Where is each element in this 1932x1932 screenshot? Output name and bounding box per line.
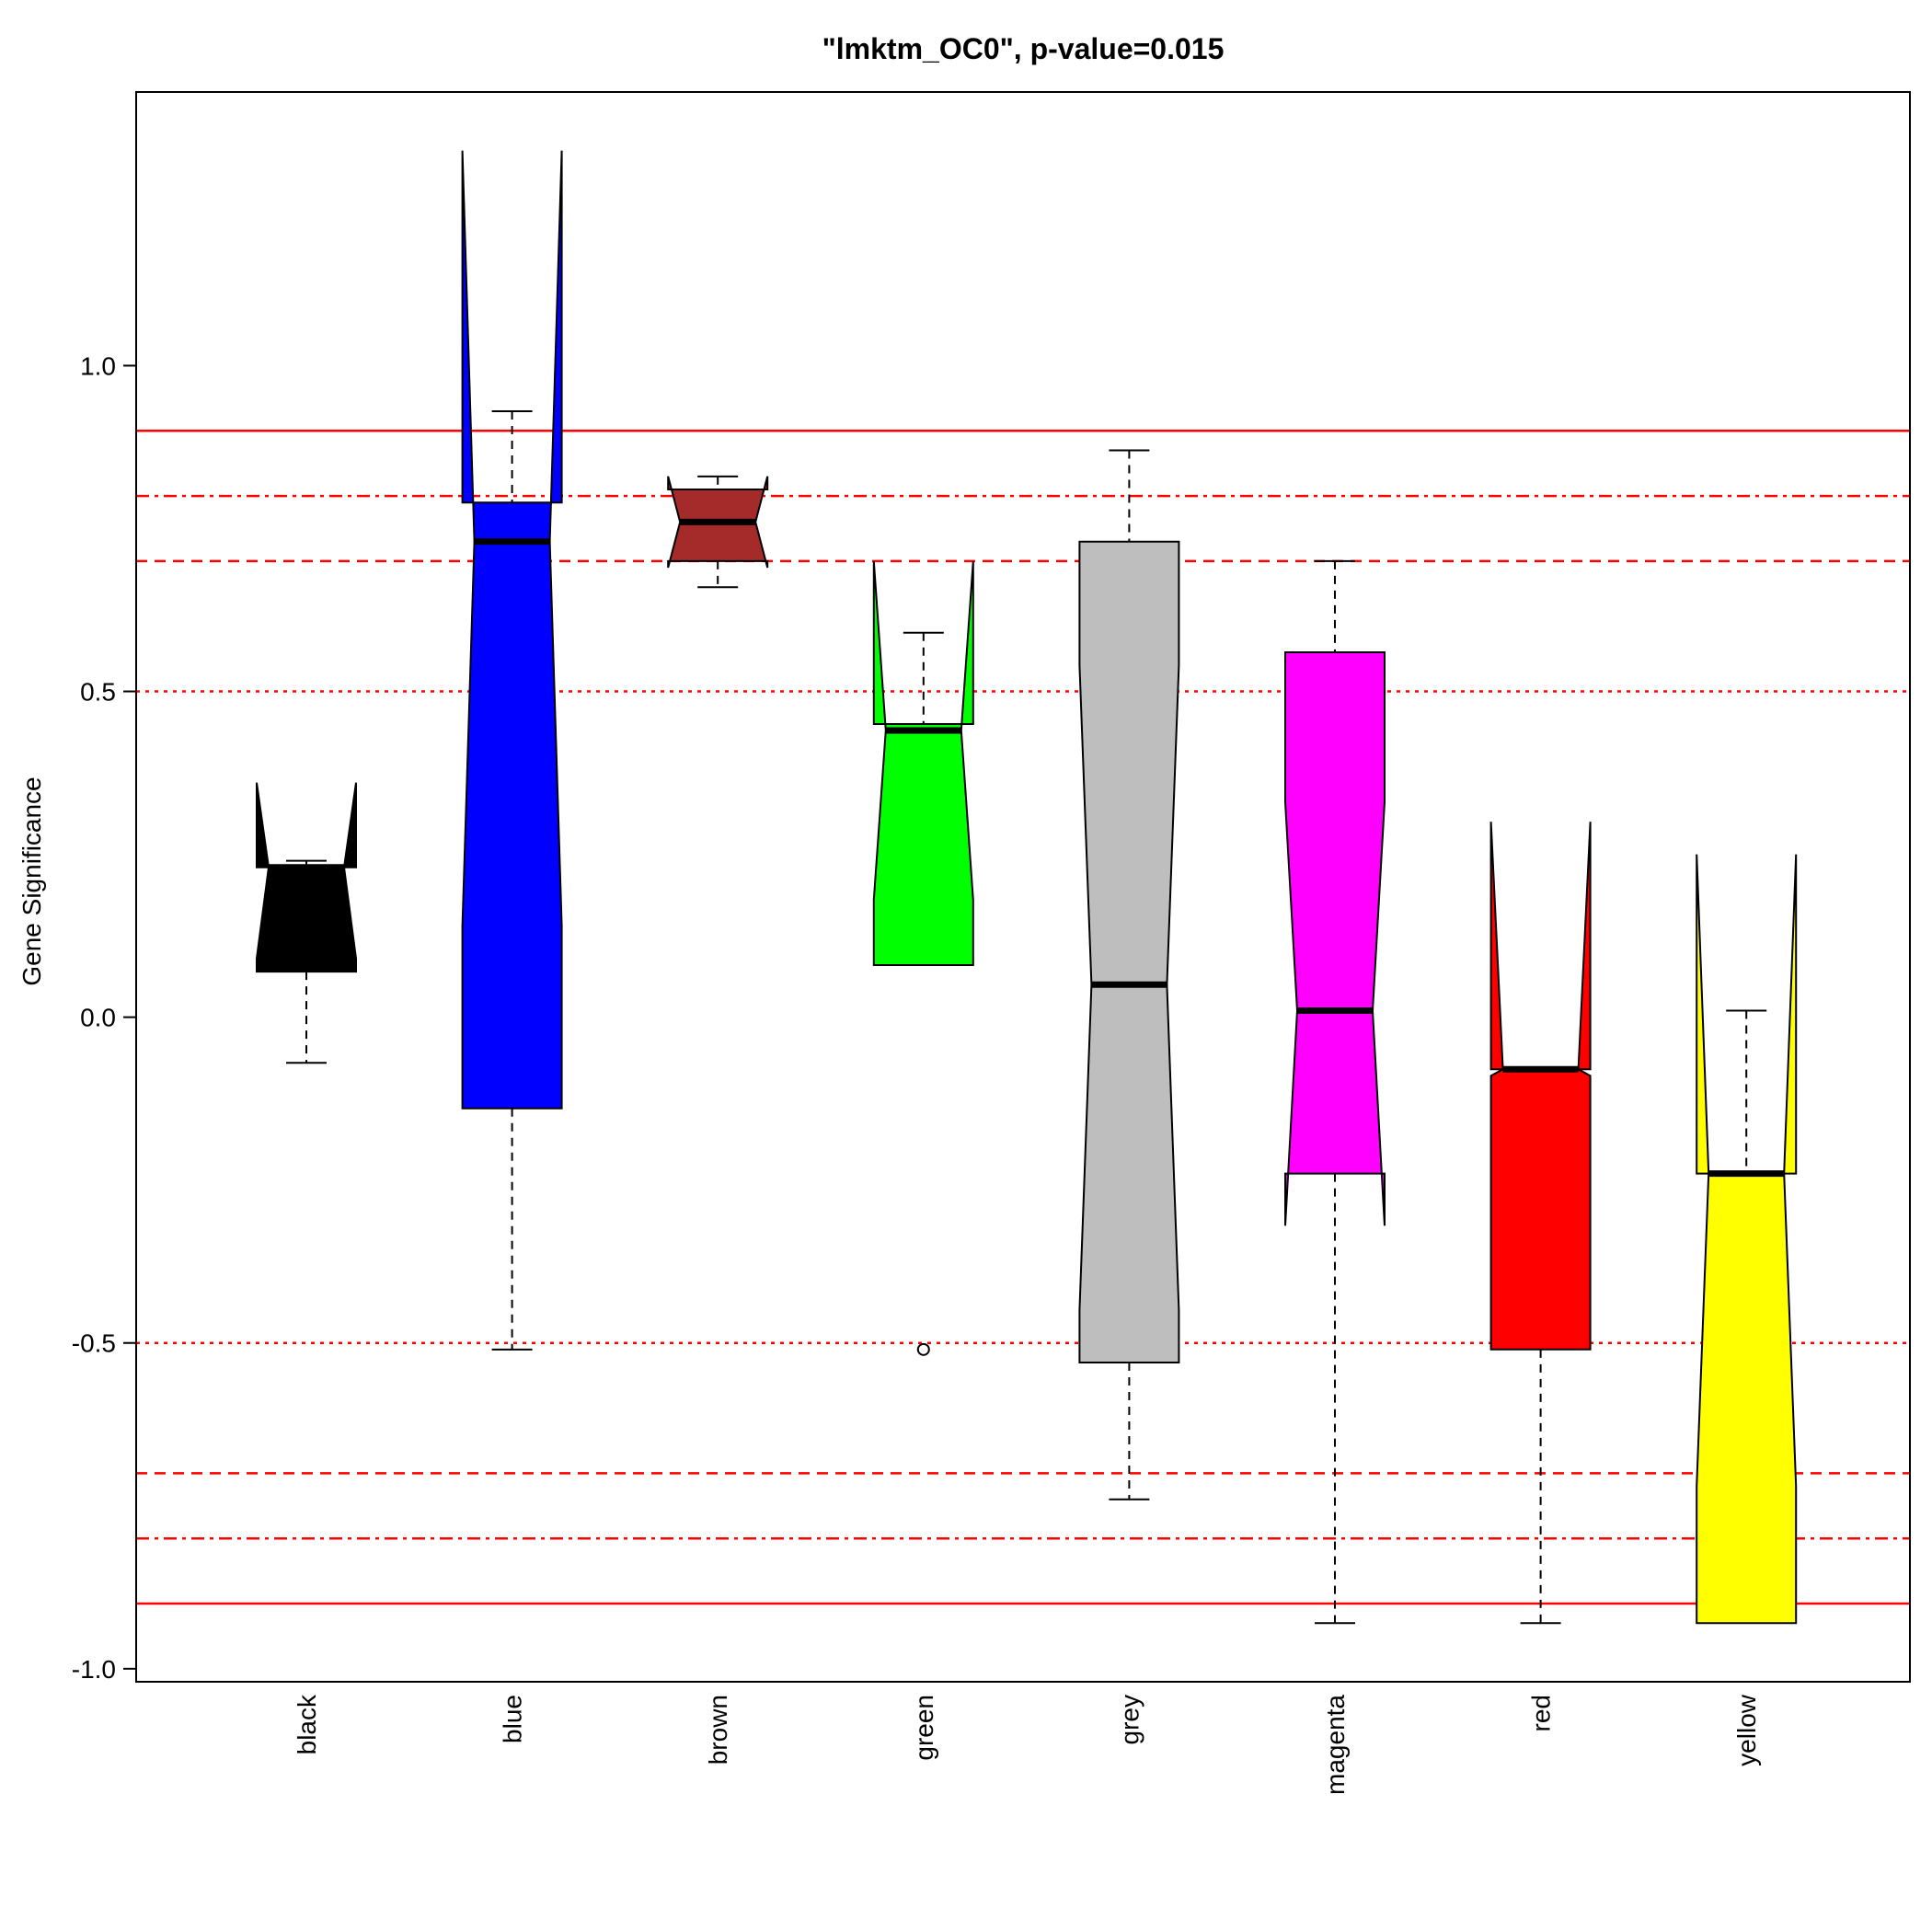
- y-tick-label: 1.0: [80, 351, 116, 380]
- x-tick-label: black: [293, 1694, 321, 1754]
- box-body: [872, 560, 974, 966]
- box-brown: [667, 475, 769, 589]
- reference-lines: [136, 430, 1910, 1605]
- plot-frame: [135, 91, 1911, 1683]
- y-axis: -1.0 -0.5 0.0 0.5 1.0: [72, 351, 136, 1684]
- x-tick-label: green: [910, 1695, 938, 1761]
- y-tick-label: 0.5: [80, 678, 116, 707]
- y-axis-label: Gene Significance: [17, 776, 46, 985]
- x-tick-label: brown: [704, 1695, 732, 1765]
- x-tick-label: red: [1527, 1695, 1556, 1731]
- y-tick-label: 0.0: [80, 1004, 116, 1032]
- boxes-group: [256, 150, 1798, 1625]
- box-body: [1489, 822, 1592, 1351]
- x-tick-label: yellow: [1732, 1694, 1761, 1766]
- box-blue: [461, 150, 563, 1351]
- x-axis: black blue brown green grey magenta red yellow: [293, 1694, 1761, 1795]
- chart-title: "lmktm_OC0", p-value=0.015: [822, 32, 1225, 65]
- box-body: [256, 782, 357, 973]
- x-tick-label: grey: [1115, 1695, 1144, 1744]
- box-body: [1696, 854, 1798, 1625]
- box-green: [872, 560, 974, 1356]
- box-red: [1489, 822, 1592, 1625]
- outlier-point: [916, 1342, 930, 1356]
- box-grey: [1078, 449, 1180, 1501]
- box-body: [1284, 651, 1386, 1226]
- box-magenta: [1284, 559, 1386, 1625]
- y-tick-label: -0.5: [72, 1329, 116, 1358]
- box-body: [461, 150, 563, 1110]
- box-yellow: [1696, 854, 1798, 1625]
- x-tick-label: magenta: [1321, 1695, 1350, 1795]
- x-tick-label: blue: [499, 1695, 527, 1743]
- box-body: [1078, 540, 1180, 1363]
- box-black: [256, 782, 357, 1064]
- y-tick-label: -1.0: [72, 1655, 116, 1684]
